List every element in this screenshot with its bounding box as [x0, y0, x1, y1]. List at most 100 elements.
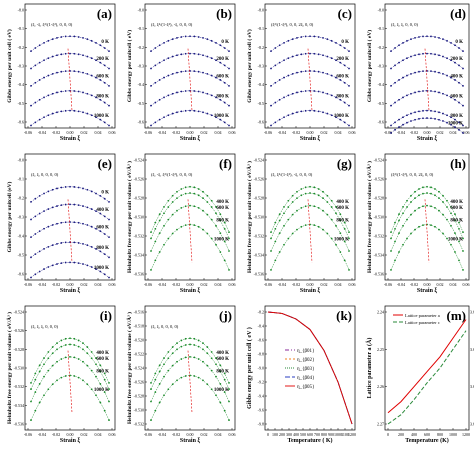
x-tick-label: 900: [328, 432, 334, 437]
data-point: [90, 388, 93, 391]
data-point: [210, 218, 213, 221]
y-tick-label: 2.25: [377, 347, 384, 352]
data-point: [291, 55, 294, 58]
data-point: [335, 243, 337, 246]
data-point: [406, 218, 408, 221]
y-tick-label: -8.0: [18, 158, 24, 163]
x-tick-label: 0.02: [321, 130, 328, 135]
x-tick-label: 0.04: [215, 282, 222, 287]
data-point: [458, 101, 460, 104]
x-tick-label: -0.04: [38, 282, 46, 287]
data-point: [171, 201, 174, 203]
y-tick-label: -8.0: [138, 8, 144, 13]
x-tick-label: 0.06: [349, 130, 356, 135]
data-point: [103, 64, 106, 67]
data-point: [167, 237, 170, 240]
data-point: [90, 114, 93, 117]
data-point: [406, 74, 408, 77]
data-point: [150, 124, 152, 127]
data-point: [95, 363, 97, 366]
y-tick-label: -8.3: [18, 64, 24, 69]
data-point: [56, 54, 58, 57]
data-point: [197, 345, 200, 348]
data-point: [446, 39, 448, 42]
data-point: [43, 76, 45, 79]
x-tick-label: 400: [293, 432, 299, 437]
data-point: [108, 218, 110, 221]
legend-label: η_{β05}: [297, 385, 314, 390]
data-point: [422, 90, 424, 92]
data-point: [274, 240, 277, 243]
data-point: [150, 419, 152, 421]
data-point: [317, 194, 320, 197]
data-point: [270, 104, 272, 107]
data-point: [30, 400, 32, 403]
y-tick-label: -9.6: [258, 408, 264, 413]
data-point: [414, 197, 416, 200]
panel-label: (g): [337, 156, 352, 171]
data-point: [193, 337, 196, 340]
data-point: [418, 110, 420, 113]
y-tick-label: -0.528: [134, 196, 144, 201]
data-point: [291, 38, 294, 41]
data-point: [296, 36, 298, 39]
data-point: [197, 90, 200, 93]
data-point: [163, 41, 165, 44]
x-tick-label: 700: [314, 432, 320, 437]
data-point: [283, 206, 285, 208]
data-point: [202, 197, 204, 200]
data-point: [462, 231, 464, 234]
data-point: [462, 132, 464, 134]
data-point: [64, 344, 67, 346]
data-point: [450, 123, 452, 126]
data-point: [99, 195, 102, 197]
panel-label: (b): [216, 6, 232, 21]
data-point: [274, 101, 277, 104]
data-point: [326, 232, 329, 235]
data-point: [304, 109, 307, 112]
data-point: [274, 259, 277, 262]
y-tick-label: -8.2: [138, 45, 144, 50]
data-point: [56, 379, 58, 382]
x-axis-title: Strain ξ: [60, 135, 81, 143]
data-point: [56, 205, 58, 207]
y-tick-label: -8.2: [18, 45, 24, 50]
data-point: [176, 342, 178, 345]
y-axis-title: Helmholtz free energy per unit volume ( …: [245, 161, 253, 273]
series-line: [30, 35, 110, 52]
temp-label: 800 K: [216, 219, 229, 224]
x-tick-label: 0.04: [95, 282, 102, 287]
data-point: [43, 268, 45, 270]
data-point: [458, 47, 460, 49]
x-tick-label: 800: [321, 432, 327, 437]
data-point: [154, 47, 157, 49]
data-point: [450, 243, 452, 246]
x-tick-label: -0.06: [24, 432, 32, 437]
data-point: [64, 337, 67, 340]
temp-label: 200 K: [96, 57, 109, 62]
data-point: [103, 101, 106, 104]
y-axis-title: Gibbs energy per unitcell ( eV): [126, 30, 133, 102]
data-point: [219, 98, 222, 101]
data-point: [422, 35, 424, 38]
data-point: [90, 74, 93, 77]
data-point: [348, 237, 350, 240]
data-point: [326, 92, 329, 95]
y-tick-label: -8.4: [18, 234, 24, 239]
data-point: [82, 360, 84, 363]
data-point: [73, 203, 76, 206]
data-point: [223, 121, 226, 124]
data-point: [163, 76, 165, 79]
x-tick-label: 0.00: [424, 130, 431, 135]
data-point: [176, 91, 178, 94]
x-tick-label: 0.04: [450, 282, 457, 287]
temp-label: 1000 K: [214, 238, 229, 243]
temp-label: 600 K: [450, 94, 463, 99]
panel-h: (h) -0.524 -0.526 -0.528 -0.530 -0.532 -0.534 -…: [365, 153, 470, 295]
data-point: [77, 90, 80, 93]
y-tick-label: -0.528: [374, 196, 384, 201]
data-point: [171, 383, 174, 386]
panel-m: (m) 2.24 2.25 2.26 2.27 3.60 3.62 3.64 3.66 0 200 4…: [365, 305, 474, 444]
data-point: [210, 357, 213, 360]
data-point: [450, 206, 452, 208]
